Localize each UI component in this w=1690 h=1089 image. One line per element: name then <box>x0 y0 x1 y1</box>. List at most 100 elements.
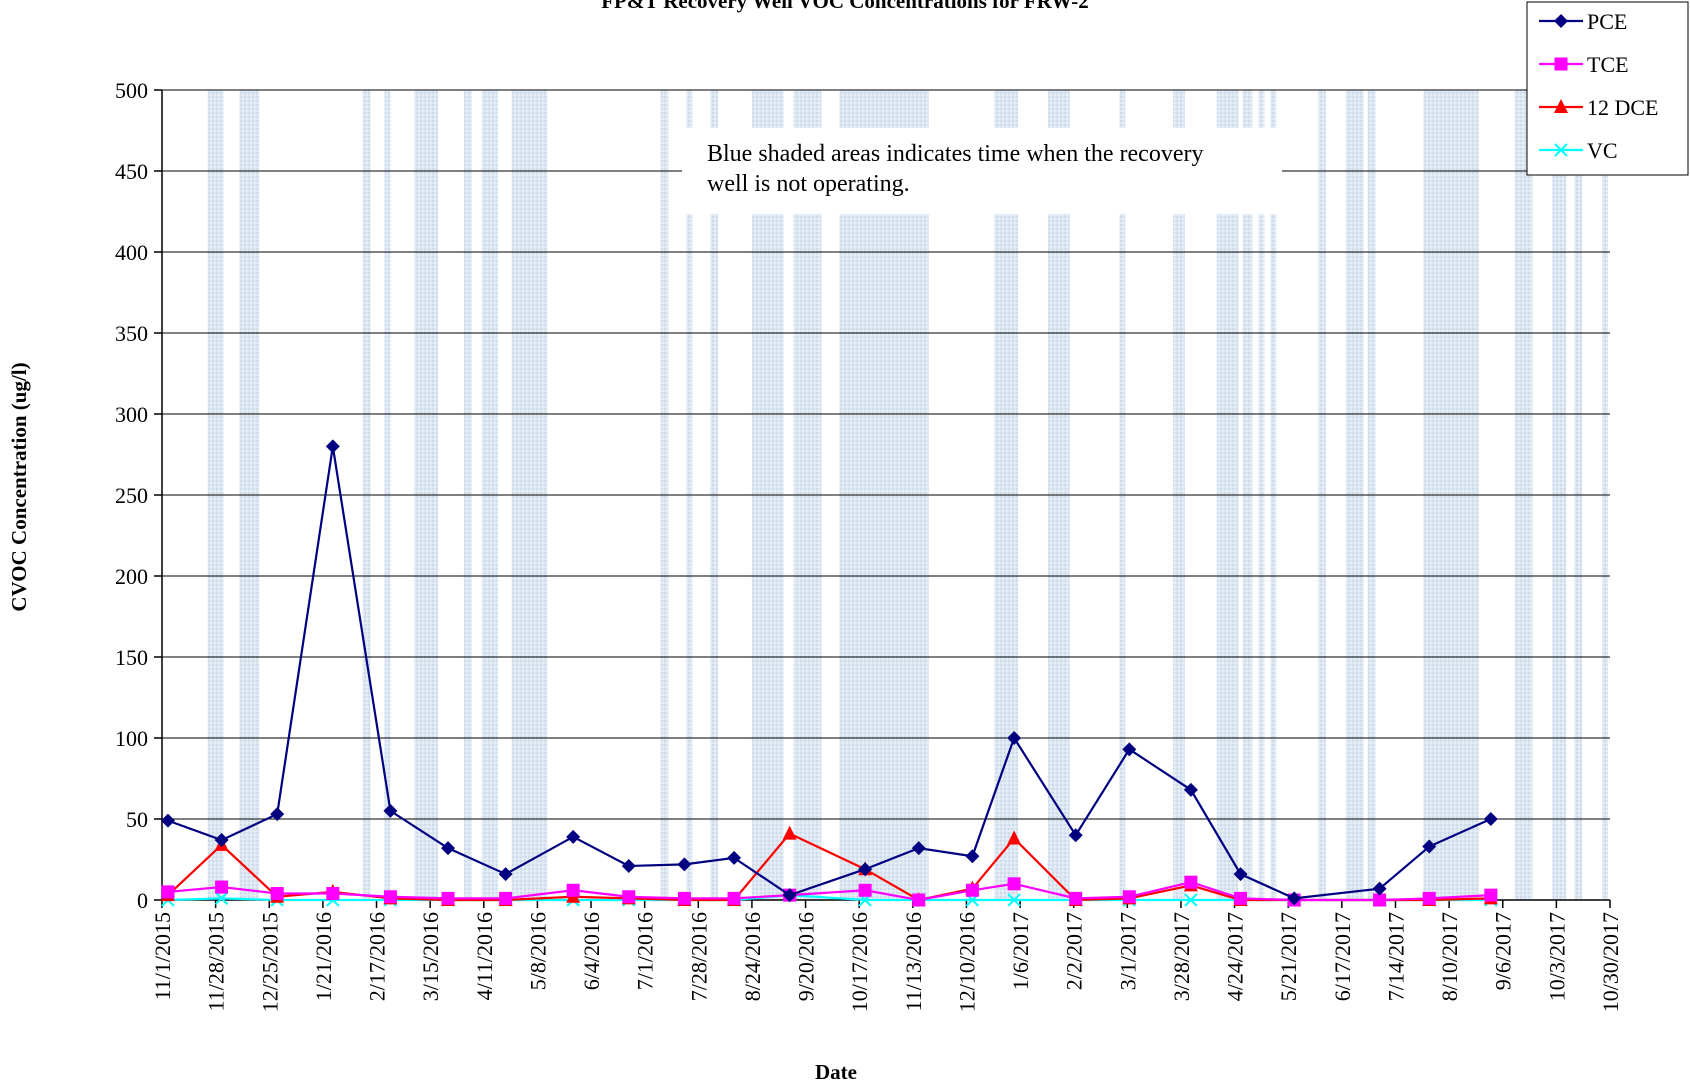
annotation-box <box>682 128 1282 214</box>
series-pce <box>160 439 1498 906</box>
data-point-vc <box>1007 893 1021 907</box>
data-point-tce <box>858 883 872 897</box>
series-line-pce <box>167 446 1492 900</box>
x-tick-label: 10/3/2017 <box>1544 912 1569 1001</box>
data-point-pce <box>498 867 513 882</box>
annotation-line: Blue shaded areas indicates time when th… <box>707 141 1203 167</box>
x-tick-label: 2/2/2017 <box>1062 912 1087 990</box>
legend-item-pce: PCE <box>1539 9 1627 34</box>
x-tick-label: 9/6/2017 <box>1491 912 1516 990</box>
legend-label: VC <box>1587 138 1618 163</box>
x-tick-label: 10/17/2016 <box>847 912 872 1012</box>
data-point-pce <box>621 858 636 873</box>
data-point-tce <box>326 887 340 901</box>
data-point-tce <box>1484 888 1498 902</box>
data-point-tce <box>677 891 691 905</box>
data-point-tce <box>566 883 580 897</box>
data-point-pce <box>441 841 456 856</box>
legend-box <box>1526 1 1689 176</box>
data-point-pce <box>1422 839 1437 854</box>
x-tick-label: 1/21/2016 <box>311 912 336 1001</box>
y-tick-label: 350 <box>115 321 148 346</box>
data-point-pce <box>1483 812 1498 826</box>
y-axis-label: CVOC Concentration (ug/l) <box>7 362 31 611</box>
data-point-tce <box>499 891 513 905</box>
data-point-tce <box>1069 891 1083 905</box>
data-point-tce <box>441 891 455 905</box>
data-point-tce <box>912 893 926 907</box>
data-point-tce <box>161 885 175 899</box>
x-tick-label: 3/28/2017 <box>1169 912 1194 1001</box>
data-point-pce <box>965 849 980 864</box>
y-tick-label: 250 <box>115 483 148 508</box>
data-point-pce <box>1122 742 1137 757</box>
y-tick-label: 0 <box>137 888 148 913</box>
x-tick-label: 8/10/2017 <box>1437 912 1462 1001</box>
data-point-pce <box>325 439 340 454</box>
annotation-text: Blue shaded areas indicates time when th… <box>707 141 1203 197</box>
data-point-12-dce <box>782 825 797 840</box>
data-point-12-dce <box>1007 830 1022 845</box>
y-tick-label: 300 <box>115 402 148 427</box>
data-point-pce <box>1372 881 1387 896</box>
data-point-tce <box>383 890 397 904</box>
data-point-tce <box>965 883 979 897</box>
y-tick-label: 50 <box>126 807 148 832</box>
data-point-pce <box>782 888 797 903</box>
data-point-tce <box>1422 891 1436 905</box>
data-point-vc <box>214 891 229 906</box>
x-tick-label: 7/14/2017 <box>1383 912 1408 1001</box>
y-tick-label: 500 <box>115 78 148 103</box>
x-tick-label: 2/17/2016 <box>365 912 390 1001</box>
series-line-tce <box>167 881 1491 902</box>
data-point-pce <box>566 829 581 844</box>
x-tick-label: 12/10/2016 <box>954 912 979 1012</box>
legend-marker <box>1554 143 1568 157</box>
data-point-pce <box>383 803 398 818</box>
data-point-tce <box>270 887 284 901</box>
data-point-tce <box>1234 891 1248 905</box>
legend-item-vc: VC <box>1539 138 1618 163</box>
chart-title: FP&T Recovery Well VOC Concentrations fo… <box>601 0 1089 13</box>
data-point-pce <box>911 841 926 856</box>
x-tick-label: 12/25/2015 <box>257 912 282 1012</box>
data-point-tce <box>622 890 636 904</box>
data-point-pce <box>270 807 285 822</box>
x-tick-label: 7/28/2016 <box>686 912 711 1001</box>
data-point-pce <box>1183 782 1198 797</box>
data-point-pce <box>677 857 692 872</box>
x-tick-label: 5/21/2017 <box>1276 912 1301 1001</box>
legend-marker <box>1554 14 1568 28</box>
data-point-pce <box>858 862 873 877</box>
data-point-pce <box>214 833 229 848</box>
y-tick-label: 200 <box>115 564 148 589</box>
data-point-tce <box>1122 890 1136 904</box>
x-tick-label: 6/17/2017 <box>1330 912 1355 1001</box>
x-tick-label: 4/24/2017 <box>1223 912 1248 1001</box>
data-point-tce <box>1373 893 1387 907</box>
annotation: Blue shaded areas indicates time when th… <box>682 128 1282 214</box>
x-tick-label: 4/11/2016 <box>472 912 497 1000</box>
axes: 0 50 100 150 200 250 300 350 400 450 500 11/1/2015 1… <box>115 78 1623 1012</box>
x-tick-label: 11/28/2015 <box>204 912 229 1011</box>
x-tick-label: 6/4/2016 <box>579 912 604 990</box>
series <box>160 439 1498 907</box>
x-axis-label: Date <box>815 1060 857 1084</box>
x-tick-label: 8/24/2016 <box>740 912 765 1001</box>
data-point-pce <box>1007 731 1022 745</box>
data-point-tce <box>1007 877 1021 891</box>
data-point-pce <box>160 813 175 828</box>
x-tick-label: 7/1/2016 <box>633 912 658 990</box>
x-tick-label: 11/13/2016 <box>901 912 926 1011</box>
x-tick-label: 1/6/2017 <box>1008 912 1033 990</box>
data-point-tce <box>1184 875 1198 889</box>
data-point-pce <box>1068 828 1083 843</box>
y-tick-label: 150 <box>115 645 148 670</box>
data-point-tce <box>215 880 229 894</box>
legend-marker <box>1554 57 1568 71</box>
y-tick-label: 400 <box>115 240 148 265</box>
data-point-pce <box>1287 891 1302 906</box>
annotation-line: well is not operating. <box>707 171 910 197</box>
